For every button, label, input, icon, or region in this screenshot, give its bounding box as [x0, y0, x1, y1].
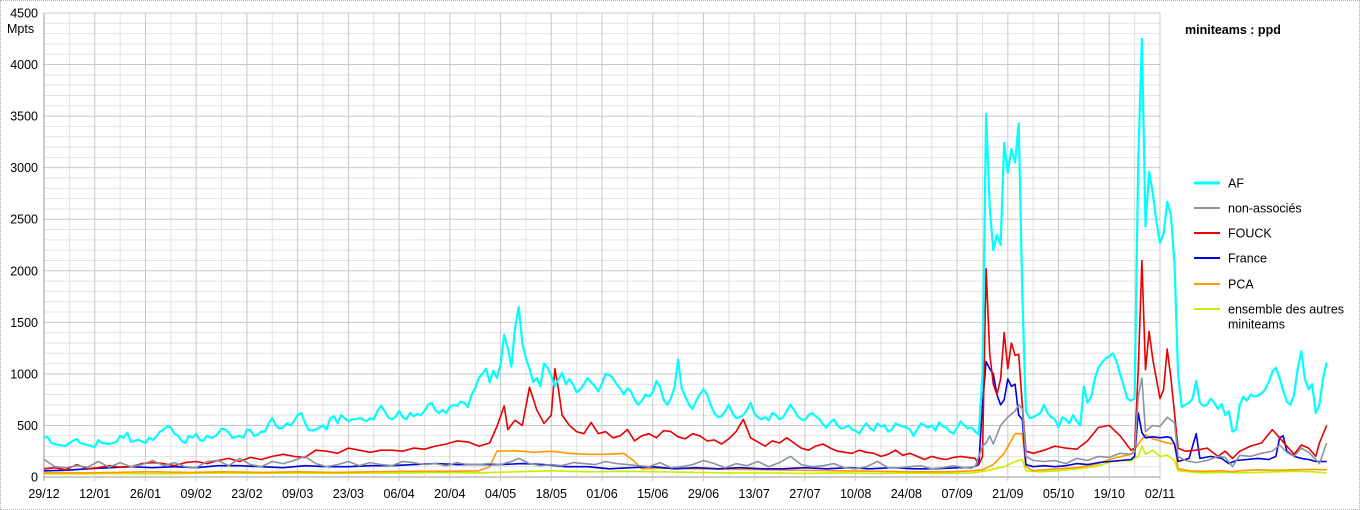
- x-tick-label: 15/06: [637, 487, 668, 501]
- series-line-fouck: [43, 259, 1328, 471]
- legend-item-ensemble-des-autres-miniteams: ensemble des autres miniteams: [1194, 303, 1344, 332]
- y-axis-label: Mpts: [7, 22, 34, 36]
- x-tick-label: 09/03: [282, 487, 313, 501]
- x-tick-label: 10/08: [840, 487, 871, 501]
- x-tick-label: 26/01: [130, 487, 161, 501]
- legend-label: ensemble des autres miniteams: [1228, 303, 1344, 332]
- legend-label-line: miniteams: [1228, 318, 1285, 332]
- legend-item-france: France: [1194, 252, 1267, 266]
- x-tick-label: 04/05: [485, 487, 516, 501]
- series-line-ensemble-des-autres-miniteams: [44, 445, 1327, 475]
- x-axis-tick-labels: 29/12 12/01 26/01 09/02 23/02 09/03 23/03 06/04…: [28, 487, 1175, 501]
- x-tick-label: 23/02: [231, 487, 262, 501]
- series-line-non-associ-s: [43, 377, 1328, 470]
- y-tick-label: 1000: [10, 367, 38, 381]
- x-tick-label: 29/12: [28, 487, 59, 501]
- legend-label: AF: [1228, 177, 1244, 191]
- x-tick-label: 09/02: [181, 487, 212, 501]
- x-tick-label: 19/10: [1094, 487, 1125, 501]
- y-tick-label: 2500: [10, 213, 38, 227]
- x-tick-label: 29/06: [688, 487, 719, 501]
- y-tick-label: 1500: [10, 316, 38, 330]
- series-line-pca: [44, 432, 1327, 474]
- y-tick-label: 4000: [10, 58, 38, 72]
- x-tick-label: 21/09: [992, 487, 1023, 501]
- x-tick-label: 07/09: [941, 487, 972, 501]
- legend-label: non-associés: [1228, 202, 1302, 216]
- x-tick-label: 01/06: [586, 487, 617, 501]
- x-tick-label: 23/03: [333, 487, 364, 501]
- y-tick-label: 3000: [10, 161, 38, 175]
- legend-label: PCA: [1228, 278, 1254, 292]
- y-axis-tick-labels: 0 500 1000 1500 2000 2500 3000 3500 4000 4500: [10, 7, 38, 485]
- series-lines: [43, 37, 1328, 475]
- x-tick-label: 24/08: [891, 487, 922, 501]
- chart-title: miniteams : ppd: [1185, 23, 1281, 37]
- x-tick-label: 27/07: [789, 487, 820, 501]
- y-tick-label: 3500: [10, 110, 38, 124]
- legend-item-non-associ-s: non-associés: [1194, 202, 1302, 216]
- series-line-af: [43, 37, 1328, 449]
- legend-label-line: ensemble des autres: [1228, 303, 1344, 317]
- legend: AF non-associés FOUCK France PCA ensemble des…: [1194, 177, 1344, 332]
- x-tick-label: 02/11: [1145, 487, 1175, 501]
- legend-label: FOUCK: [1228, 227, 1272, 241]
- legend-label: France: [1228, 252, 1267, 266]
- legend-item-pca: PCA: [1194, 278, 1254, 292]
- major-gridlines: [43, 12, 1161, 481]
- legend-item-af: AF: [1194, 177, 1244, 191]
- y-tick-label: 2000: [10, 264, 38, 278]
- x-tick-label: 20/04: [434, 487, 465, 501]
- legend-item-fouck: FOUCK: [1194, 227, 1272, 241]
- x-tick-label: 05/10: [1043, 487, 1074, 501]
- y-tick-label: 500: [17, 419, 38, 433]
- x-tick-label: 06/04: [383, 487, 414, 501]
- y-tick-label: 4500: [10, 7, 38, 21]
- x-tick-label: 13/07: [739, 487, 770, 501]
- y-tick-label: 0: [31, 471, 38, 485]
- x-tick-label: 18/05: [536, 487, 567, 501]
- x-tick-label: 12/01: [79, 487, 110, 501]
